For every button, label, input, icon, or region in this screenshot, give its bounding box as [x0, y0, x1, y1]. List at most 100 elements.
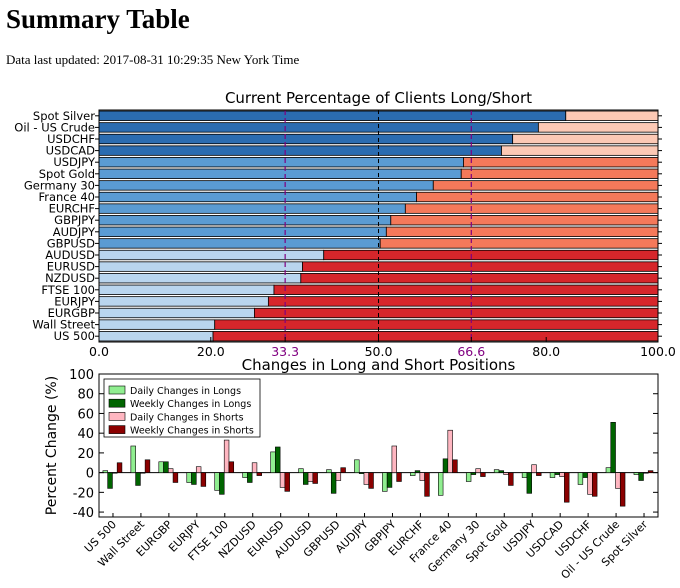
weekly-changes-in-shorts-bar-wall-street — [144, 459, 151, 473]
weekly-changes-in-shorts-bar-eurchf — [424, 472, 430, 497]
daily-changes-in-longs-bar-audjpy — [354, 459, 360, 473]
daily-changes-in-shorts-bar-usdjpy — [531, 464, 537, 473]
weekly-changes-in-longs-bar-usdchf — [582, 472, 588, 478]
chart1-category-label: US 500 — [54, 329, 95, 343]
daily-changes-in-longs-bar-eurjpy — [186, 472, 192, 483]
daily-changes-in-longs-bar-usdcad — [549, 472, 556, 478]
chart2-ytick-label: -20 — [73, 486, 94, 501]
short-bar-wall-street — [214, 319, 659, 330]
chart1-category-label: Spot Gold — [39, 167, 95, 181]
long-bar-ftse-100 — [98, 284, 275, 295]
daily-changes-in-shorts-bar-eurgbp — [168, 468, 174, 473]
chart2-ylabel: Percent Change (%) — [44, 376, 60, 515]
chart1-xtick-label: 50.0 — [365, 344, 393, 359]
weekly-changes-in-longs-bar-usdjpy — [526, 472, 532, 494]
weekly-changes-in-shorts-bar-usdjpy — [536, 472, 542, 476]
daily-changes-in-shorts-bar-spot-silver — [643, 472, 649, 474]
daily-changes-in-longs-bar-eurusd — [270, 451, 276, 473]
weekly-changes-in-shorts-bar-spot-silver — [647, 470, 654, 473]
daily-changes-in-shorts-bar-oil-us-crude — [615, 472, 621, 489]
daily-changes-in-shorts-bar-gbpjpy — [391, 445, 397, 473]
chart1-category-label: France 40 — [38, 190, 95, 204]
long-bar-eurjpy — [98, 296, 269, 307]
short-bar-usdchf — [512, 133, 659, 145]
chart1-category-label: USDCAD — [46, 144, 95, 158]
chart2-legend: Daily Changes in Longs Weekly Changes in … — [103, 378, 261, 438]
weekly-changes-in-shorts-bar-spot-gold — [508, 472, 514, 486]
weekly-changes-in-shorts-bar-audusd — [312, 472, 318, 484]
chart1-xtick-label: 20.0 — [197, 344, 225, 359]
chart1-xtick-label: 0.0 — [89, 344, 109, 359]
weekly-changes-in-shorts-bar-eurgbp — [172, 472, 179, 483]
weekly-changes-in-longs-bar-wall-street — [135, 472, 141, 486]
weekly-changes-in-shorts-bar-gbpjpy — [396, 472, 402, 482]
weekly-changes-in-shorts-bar-nzdusd — [256, 472, 262, 476]
chart1-category-label: Spot Silver — [33, 109, 95, 123]
long-short-percentage-chart: Current Percentage of Clients Long/Short… — [14, 89, 676, 359]
chart2-ytick-label: 60 — [77, 407, 94, 422]
chart2-ytick-label: 80 — [77, 388, 94, 403]
chart1-category-label: GBPJPY — [54, 213, 96, 227]
chart1-category-label: USDJPY — [53, 155, 96, 169]
daily-changes-in-shorts-bar-germany-30 — [475, 468, 481, 473]
last-updated-value: 2017-08-31 10:29:35 New York Time — [103, 52, 300, 67]
daily-changes-in-shorts-bar-gbpusd — [335, 472, 342, 481]
weekly-changes-in-shorts-bar-eurjpy — [200, 472, 207, 487]
weekly-changes-in-shorts-bar-ftse-100 — [228, 461, 235, 473]
long-bar-usdchf — [98, 133, 514, 145]
short-bar-us-500 — [212, 331, 659, 342]
daily-changes-in-shorts-bar-usdcad — [559, 472, 565, 477]
daily-changes-in-shorts-bar-wall-street — [140, 472, 146, 474]
daily-changes-in-shorts-bar-nzdusd — [251, 462, 258, 473]
chart1-xtick-label: 100.0 — [640, 344, 676, 359]
daily-changes-in-longs-bar-eurchf — [410, 472, 416, 476]
chart1-category-label: FTSE 100 — [41, 283, 95, 297]
short-bar-nzdusd — [300, 273, 659, 284]
weekly-changes-in-shorts-bar-germany-30 — [480, 472, 486, 477]
weekly-changes-in-longs-bar-germany-30 — [470, 472, 477, 475]
legend-swatch-daily-changes-in-longs — [108, 385, 126, 395]
weekly-changes-in-longs-bar-gbpusd — [330, 472, 337, 494]
weekly-changes-in-shorts-bar-gbpusd — [340, 467, 346, 473]
chart1-category-label: EURJPY — [54, 294, 96, 308]
chart1-category-label: AUDUSD — [45, 248, 95, 262]
chart1-category-label: GBPUSD — [47, 236, 95, 250]
short-bar-gbpjpy — [390, 215, 659, 226]
chart2-ytick-label: -40 — [73, 506, 94, 521]
weekly-changes-in-longs-bar-eurgbp — [163, 461, 169, 473]
weekly-changes-in-shorts-bar-audjpy — [368, 472, 374, 489]
short-bar-eurusd — [302, 261, 659, 272]
long-bar-audjpy — [98, 226, 387, 237]
chart2-ytick-label: 20 — [77, 447, 94, 462]
short-bar-gbpusd — [379, 238, 659, 249]
legend-label-daily-changes-in-longs: Daily Changes in Longs — [130, 386, 241, 397]
daily-changes-in-shorts-bar-usdchf — [587, 472, 593, 495]
long-bar-wall-street — [98, 319, 216, 330]
daily-changes-in-longs-bar-ftse-100 — [214, 472, 220, 491]
chart1-category-label: Oil - US Crude — [14, 120, 95, 134]
weekly-changes-in-longs-bar-oil-us-crude — [610, 422, 616, 473]
long-bar-france-40 — [98, 191, 417, 203]
short-bar-oil-us-crude — [537, 122, 659, 133]
short-bar-usdcad — [501, 145, 659, 156]
weekly-changes-in-shorts-bar-eurusd — [284, 472, 290, 492]
chart1-xtick-label: 66.6 — [457, 344, 485, 359]
daily-changes-in-longs-bar-oil-us-crude — [605, 467, 612, 473]
chart2-ytick-label: 100 — [69, 368, 94, 383]
legend-label-daily-changes-in-shorts: Daily Changes in Shorts — [130, 412, 244, 423]
last-updated-label: Data last updated: — [6, 52, 100, 67]
daily-changes-in-shorts-bar-ftse-100 — [223, 439, 230, 473]
long-bar-gbpjpy — [98, 215, 392, 226]
weekly-changes-in-longs-bar-france-40 — [442, 458, 449, 473]
daily-changes-in-shorts-bar-eurchf — [419, 472, 425, 481]
chart1-category-label: Germany 30 — [24, 178, 95, 192]
chart1-xtick-label: 33.3 — [271, 344, 299, 359]
chart2-ytick-label: 0 — [86, 467, 94, 482]
weekly-changes-in-longs-bar-spot-silver — [638, 472, 644, 481]
weekly-changes-in-longs-bar-audusd — [303, 472, 309, 485]
daily-changes-in-shorts-bar-spot-gold — [503, 472, 509, 475]
chart1-category-label: EURCHF — [49, 202, 95, 216]
weekly-changes-in-shorts-bar-oil-us-crude — [619, 472, 626, 507]
long-bar-usdcad — [98, 145, 502, 156]
